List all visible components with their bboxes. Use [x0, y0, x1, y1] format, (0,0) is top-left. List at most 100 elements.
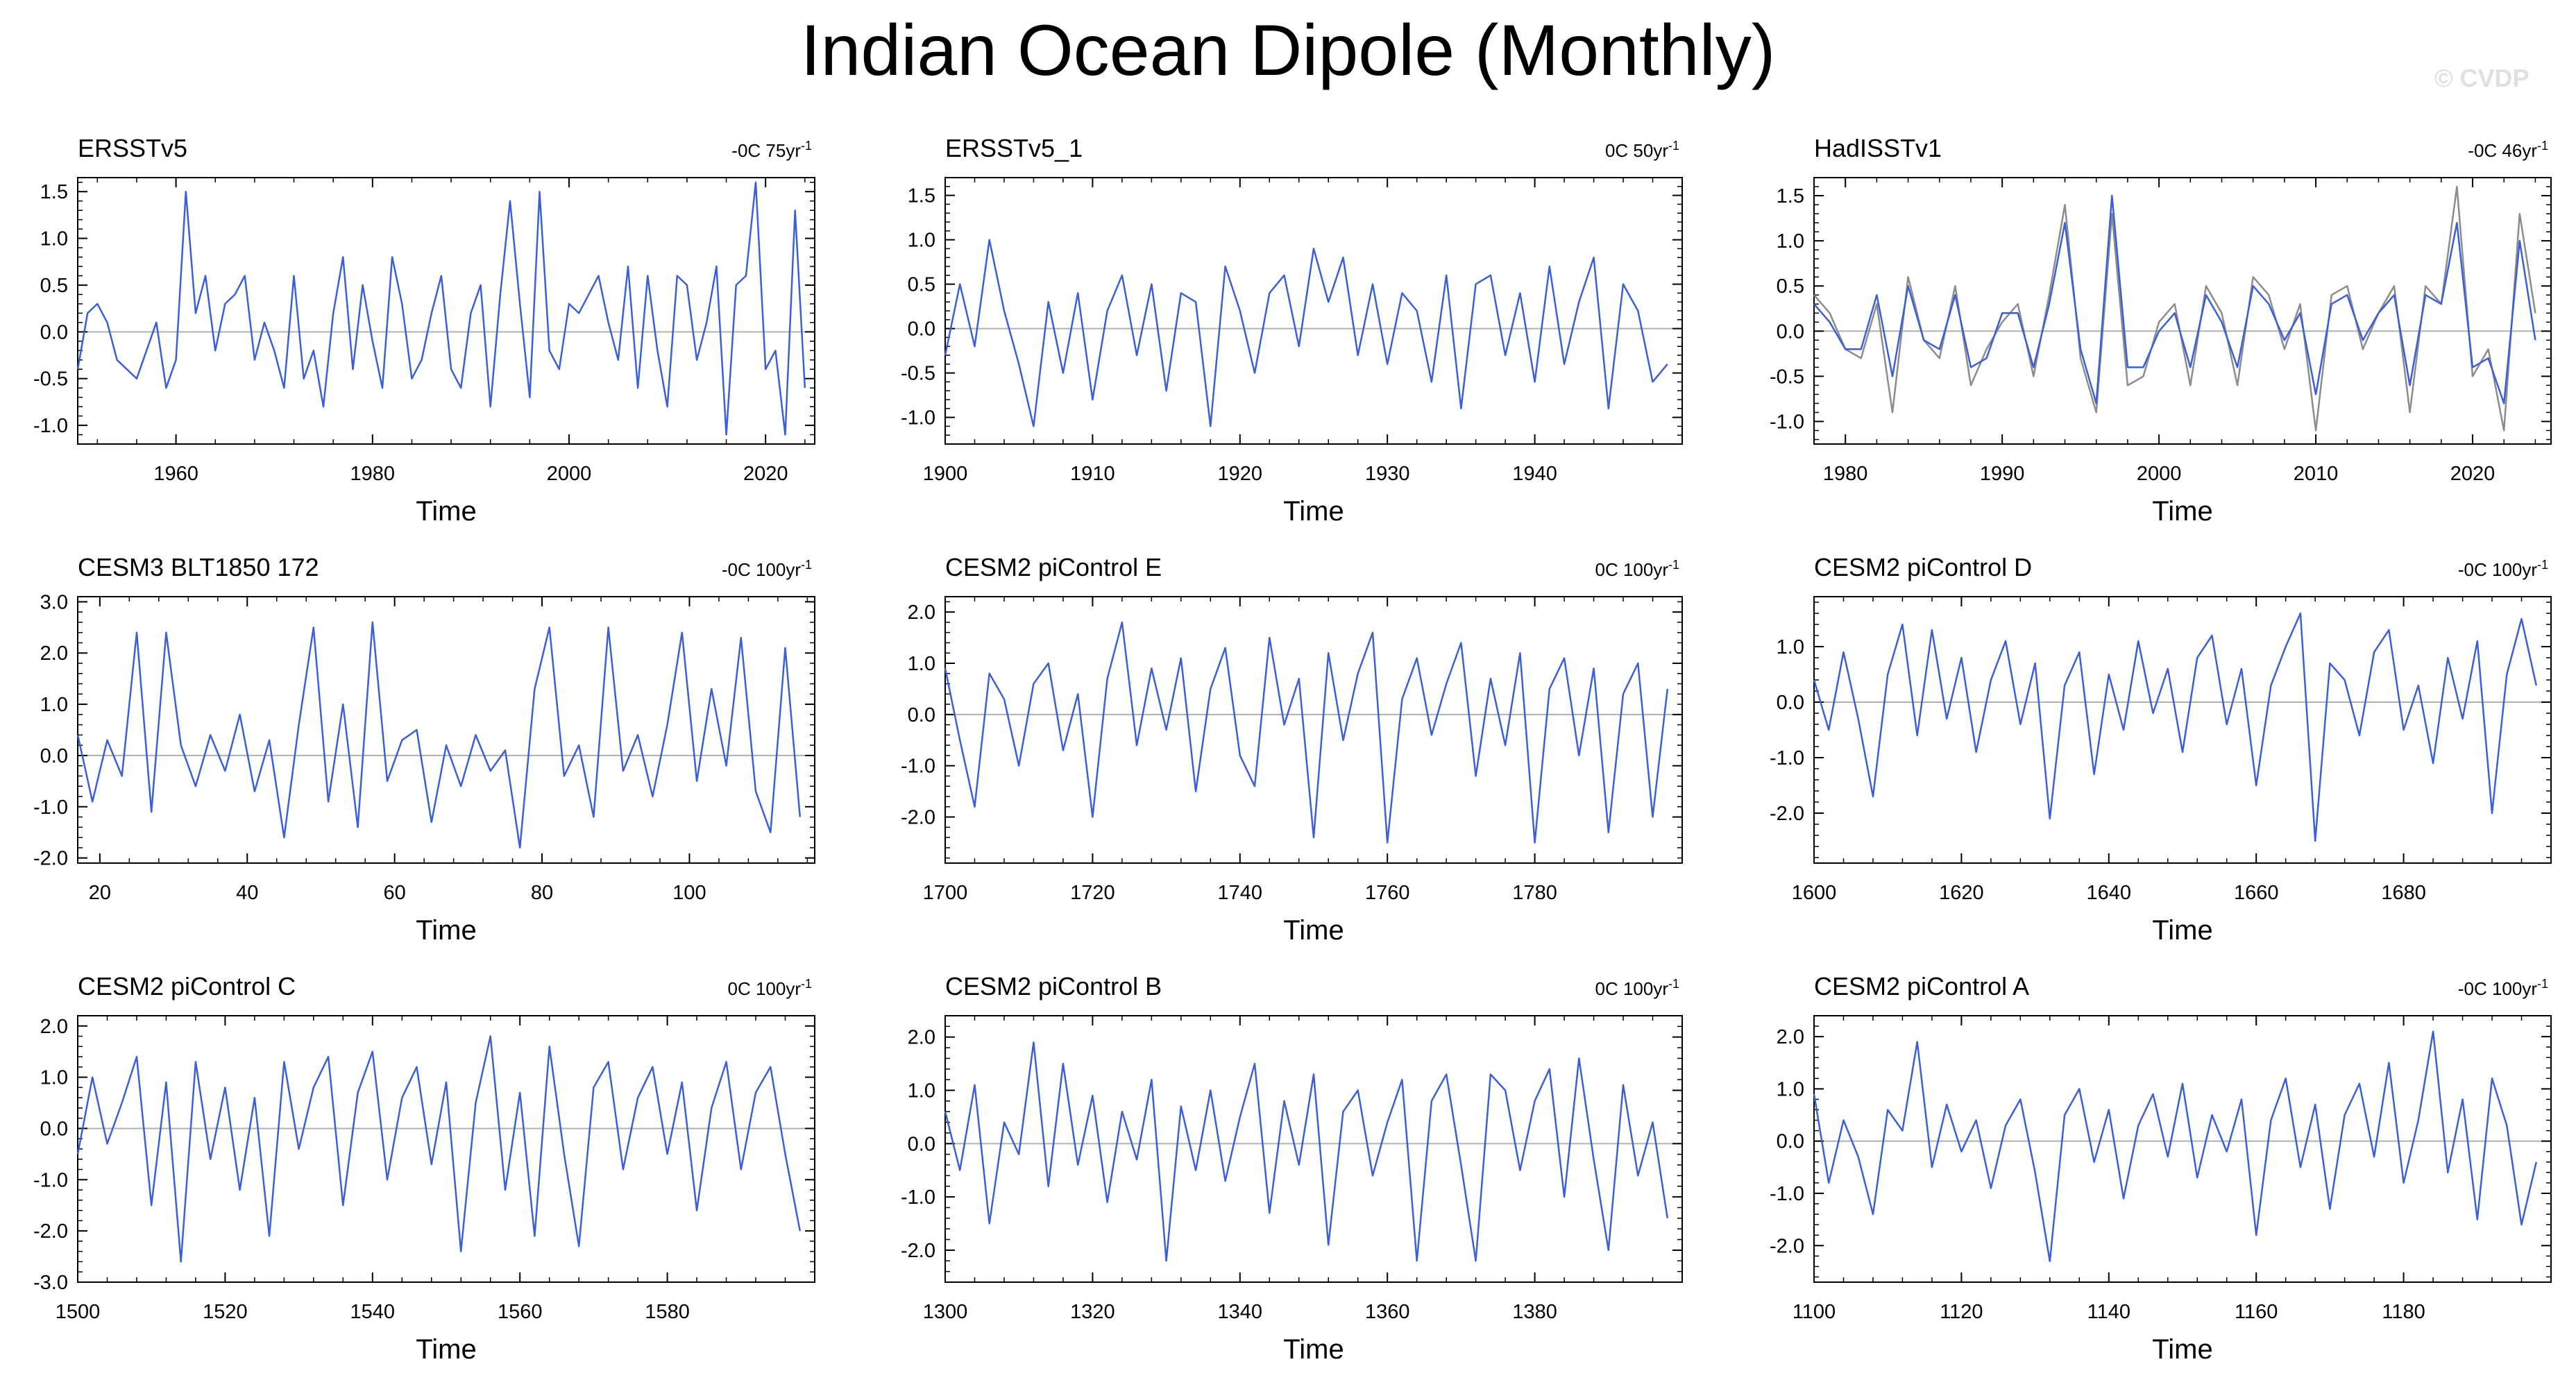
y-tick-label: -1.0	[33, 415, 68, 437]
panel-annotation: 0C 100yr-1	[1595, 558, 1679, 580]
series-line	[1813, 612, 2538, 842]
x-tick-label: 1910	[1070, 463, 1115, 485]
y-tick-label: 0.0	[908, 704, 935, 726]
x-tick-label: 1680	[2381, 882, 2426, 904]
x-axis-label: Time	[416, 496, 476, 527]
y-tick-label: 2.0	[1777, 1026, 1804, 1048]
series-line	[76, 1035, 802, 1263]
y-tick-label: -0.5	[33, 368, 68, 391]
panel-title: CESM2 piControl A	[1814, 972, 2029, 1000]
panel-annotation: -0C 100yr-1	[2458, 977, 2548, 999]
y-tick-label: -1.0	[1770, 411, 1804, 433]
x-tick-label: 1920	[1218, 463, 1263, 485]
x-axis-label: Time	[2152, 1334, 2212, 1365]
y-tick-label: -3.0	[33, 1272, 68, 1294]
y-tick-label: -1.0	[901, 1186, 935, 1209]
x-tick-label: 1520	[203, 1301, 248, 1323]
x-tick-label: 1760	[1365, 882, 1410, 904]
chart-panel: HadISSTv1 -0C 46yr-1 1.5 1.0 0.5 0.0 -0.5 -1.0 1…	[1770, 134, 2552, 527]
y-tick-label: -1.0	[1770, 1183, 1804, 1205]
y-tick-label: 1.0	[1777, 1078, 1804, 1100]
x-tick-label: 1740	[1218, 882, 1263, 904]
y-tick-label: 0.0	[40, 321, 68, 343]
panel-title: CESM2 piControl C	[78, 972, 296, 1000]
x-tick-label: 1930	[1365, 463, 1410, 485]
y-tick-label: 0.0	[908, 1133, 935, 1155]
x-tick-label: 1340	[1218, 1301, 1263, 1323]
x-tick-label: 1300	[923, 1301, 968, 1323]
x-tick-label: 40	[236, 882, 258, 904]
x-tick-label: 1900	[923, 463, 968, 485]
x-tick-label: 1140	[2087, 1301, 2130, 1323]
y-tick-label: 2.0	[40, 1016, 68, 1038]
x-tick-label: 60	[384, 882, 406, 904]
watermark: © CVDP	[2434, 64, 2530, 92]
annotation-superscript: -1	[2537, 139, 2548, 153]
y-tick-label: -1.0	[33, 1169, 68, 1191]
y-tick-label: 0.5	[908, 274, 935, 296]
x-tick-label: 2000	[547, 463, 592, 485]
series-line	[944, 1041, 1669, 1262]
y-tick-label: 1.5	[1777, 185, 1804, 207]
panel-annotation: 0C 50yr-1	[1605, 139, 1679, 161]
plot-frame	[77, 1015, 815, 1283]
panel-annotation: -0C 100yr-1	[2458, 558, 2548, 580]
x-tick-label: 1780	[1512, 882, 1557, 904]
panel-annotation: 0C 100yr-1	[727, 977, 812, 999]
panel-annotation: 0C 100yr-1	[1595, 977, 1679, 999]
x-tick-label: 2010	[2294, 463, 2339, 485]
x-axis-label: Time	[1283, 496, 1344, 527]
x-tick-label: 20	[89, 882, 111, 904]
y-tick-label: 0.0	[40, 745, 68, 767]
x-tick-label: 1580	[645, 1301, 690, 1323]
x-tick-label: 1320	[1070, 1301, 1115, 1323]
x-tick-label: 1600	[1792, 882, 1837, 904]
y-tick-label: -1.0	[901, 756, 935, 778]
panel-annotation: -0C 46yr-1	[2468, 139, 2548, 161]
y-tick-label: 0.0	[1777, 1131, 1804, 1153]
plot-frame	[944, 177, 1683, 445]
x-tick-label: 1620	[1939, 882, 1984, 904]
panel-annotation: -0C 75yr-1	[731, 139, 812, 161]
x-axis-label: Time	[416, 1334, 476, 1365]
y-tick-label: -2.0	[33, 848, 68, 870]
x-tick-label: 1100	[1793, 1301, 1836, 1323]
annotation-superscript: -1	[801, 977, 812, 991]
y-tick-label: -1.0	[901, 407, 935, 429]
x-tick-label: 1940	[1512, 463, 1557, 485]
x-axis-label: Time	[2152, 496, 2212, 527]
x-tick-label: 1640	[2087, 882, 2132, 904]
y-tick-label: -0.5	[901, 363, 935, 385]
y-tick-label: -1.0	[1770, 747, 1804, 769]
panel-title: ERSSTv5_1	[945, 134, 1083, 162]
annotation-superscript: -1	[801, 558, 812, 572]
series-line	[76, 181, 806, 436]
y-tick-label: -2.0	[1770, 1235, 1804, 1257]
x-tick-label: 1380	[1512, 1301, 1557, 1323]
y-tick-label: 0.0	[1777, 692, 1804, 714]
x-tick-label: 1720	[1070, 882, 1115, 904]
y-tick-label: 3.0	[40, 591, 68, 613]
x-axis-label: Time	[1283, 1334, 1344, 1365]
x-axis-label: Time	[416, 915, 476, 946]
chart-panel: CESM2 piControl C 0C 100yr-1 2.0 1.0 0.0 -1.0…	[33, 972, 815, 1365]
panel-title: HadISSTv1	[1814, 134, 1942, 162]
x-tick-label: 80	[531, 882, 553, 904]
annotation-superscript: -1	[1668, 558, 1679, 572]
y-tick-label: -0.5	[1770, 366, 1804, 388]
x-tick-label: 1540	[350, 1301, 396, 1323]
panel-title: CESM3 BLT1850 172	[78, 553, 319, 581]
panel-title: ERSSTv5	[78, 134, 187, 162]
x-tick-label: 1960	[153, 463, 198, 485]
series-line	[76, 621, 802, 849]
y-tick-label: -2.0	[1770, 803, 1804, 825]
y-tick-label: 2.0	[908, 1027, 935, 1049]
annotation-superscript: -1	[801, 139, 812, 153]
y-tick-label: -2.0	[901, 807, 935, 829]
x-tick-label: 1500	[56, 1301, 101, 1323]
x-tick-label: 1160	[2235, 1301, 2278, 1323]
x-tick-label: 2020	[2450, 463, 2496, 485]
y-tick-label: 1.5	[40, 181, 68, 203]
plot-frame	[77, 177, 815, 445]
